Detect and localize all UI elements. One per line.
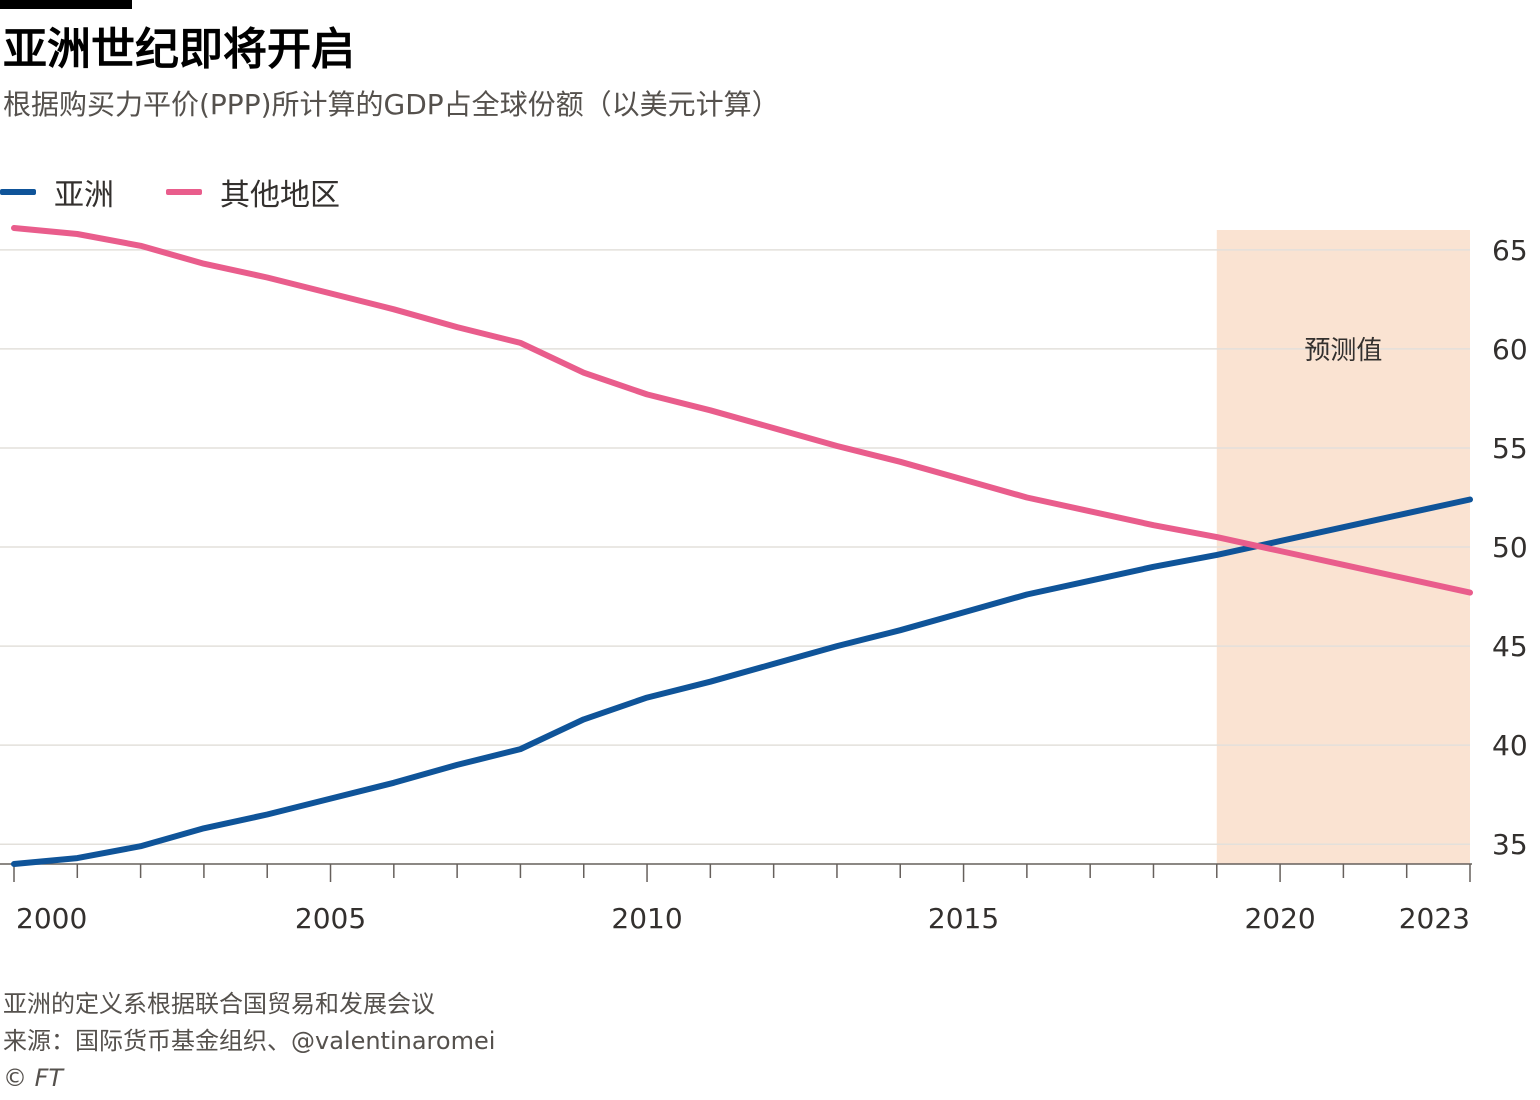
chart-subtitle: 根据购买力平价(PPP)所计算的GDP占全球份额（以美元计算） xyxy=(3,88,780,121)
legend-label-asia: 亚洲 xyxy=(54,178,114,213)
line-chart: 35 40 45 50 55 60 65 预测值 2000 2005 2010 2015 2020 202… xyxy=(0,225,1528,935)
legend-item-rest: 其他地区 xyxy=(166,170,340,214)
y-tick-label-50: 50 xyxy=(1492,531,1528,564)
y-tick-label-55: 55 xyxy=(1492,432,1528,465)
forecast-label: 预测值 xyxy=(1304,336,1382,366)
legend-label-rest: 其他地区 xyxy=(220,178,340,213)
legend: 亚洲 其他地区 xyxy=(0,170,392,214)
ft-credit: © FT xyxy=(3,1064,64,1092)
series-line-asia xyxy=(11,496,1473,867)
legend-swatch-rest xyxy=(166,189,202,195)
brand-bar xyxy=(0,0,132,9)
y-tick-label-65: 65 xyxy=(1492,234,1528,267)
y-tick-label-45: 45 xyxy=(1492,630,1528,663)
x-tick-label-2015: 2015 xyxy=(928,902,999,935)
source-line: 来源：国际货币基金组织、@valentinaromei xyxy=(3,1027,496,1055)
legend-swatch-asia xyxy=(0,189,36,195)
y-tick-label-60: 60 xyxy=(1492,333,1528,366)
footnote-definition: 亚洲的定义系根据联合国贸易和发展会议 xyxy=(3,990,435,1018)
series-line-rest xyxy=(11,225,1473,596)
x-tick-label-2000: 2000 xyxy=(16,902,87,935)
x-tick-label-2020: 2020 xyxy=(1244,902,1315,935)
legend-item-asia: 亚洲 xyxy=(0,170,114,214)
x-tick-label-2005: 2005 xyxy=(295,902,366,935)
x-tick-label-2023: 2023 xyxy=(1399,902,1470,935)
chart-title: 亚洲世纪即将开启 xyxy=(3,24,355,75)
x-tick-label-2010: 2010 xyxy=(611,902,682,935)
y-tick-label-35: 35 xyxy=(1492,828,1528,861)
y-tick-label-40: 40 xyxy=(1492,729,1528,762)
